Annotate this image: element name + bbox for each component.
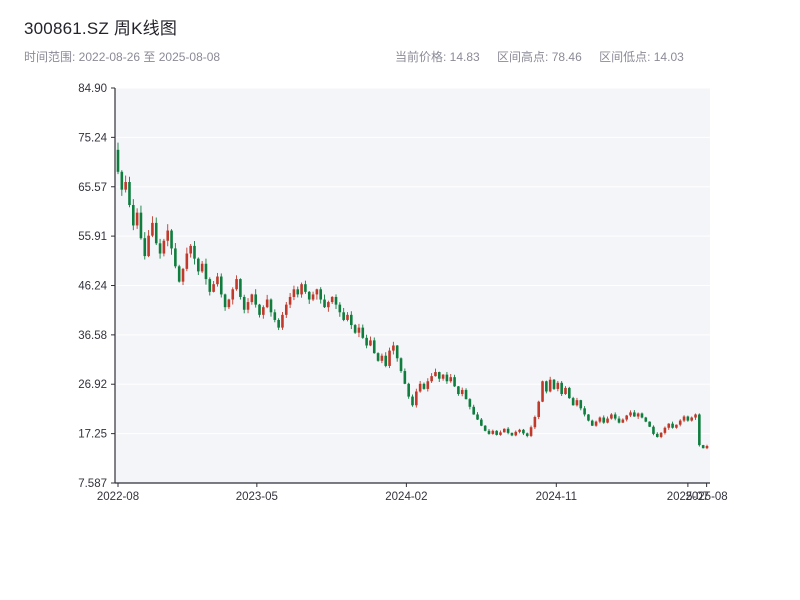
svg-text:7.587: 7.587 [78,478,107,490]
range-high: 区间高点: 78.46 [497,50,582,64]
price-stats: 当前价格: 14.83 区间高点: 78.46 区间低点: 14.03 [395,48,698,65]
svg-text:84.90: 84.90 [78,83,107,95]
svg-text:55.91: 55.91 [78,231,107,243]
svg-text:46.24: 46.24 [78,281,107,293]
svg-text:65.57: 65.57 [78,182,107,194]
svg-text:17.25: 17.25 [78,429,107,441]
svg-text:2022-08: 2022-08 [97,491,139,503]
svg-text:36.58: 36.58 [78,330,107,342]
range-low: 区间低点: 14.03 [599,50,684,64]
page-title: 300861.SZ 周K线图 [24,19,178,38]
time-range-label: 时间范围: 2022-08-26 至 2025-08-08 [24,50,221,64]
svg-text:2025-07: 2025-07 [667,491,709,503]
svg-text:2023-05: 2023-05 [236,491,278,503]
svg-text:2024-02: 2024-02 [385,491,427,503]
svg-text:2024-11: 2024-11 [536,491,577,503]
svg-text:2025-08: 2025-08 [686,491,728,503]
current-price: 当前价格: 14.83 [395,50,480,64]
kline-chart: 84.90 75.24 65.57 55.91 46.24 36.58 26.92 17.25… [78,83,728,503]
svg-text:75.24: 75.24 [78,132,107,144]
svg-text:26.92: 26.92 [78,379,107,391]
